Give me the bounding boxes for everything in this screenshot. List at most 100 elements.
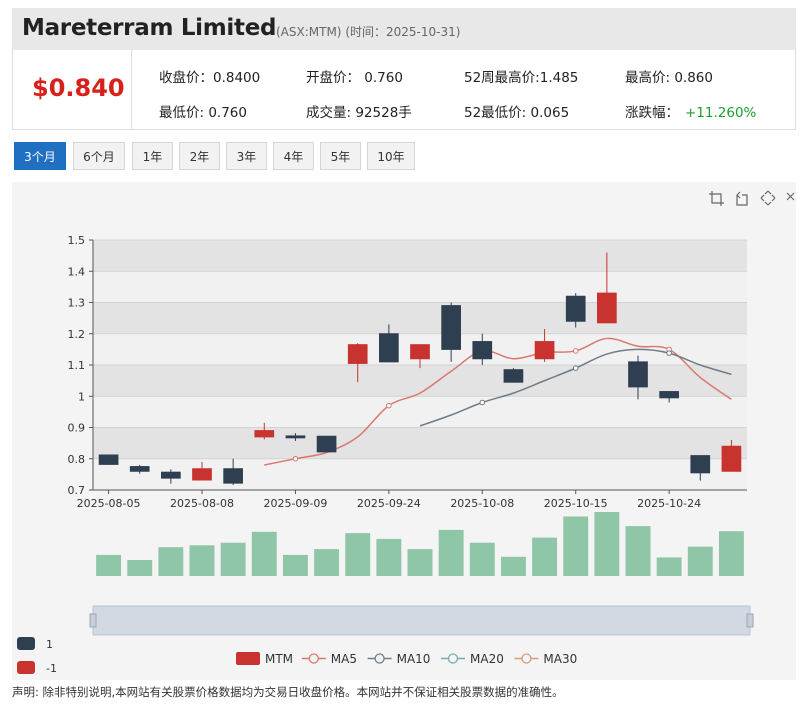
candle[interactable] [565, 293, 586, 328]
volume-bar[interactable] [407, 549, 433, 576]
candle[interactable] [161, 469, 181, 484]
x-tick-label: 2025-10-24 [637, 497, 701, 510]
volume-bar[interactable] [532, 537, 558, 576]
legend-swatch-marker [521, 653, 532, 664]
candle[interactable] [98, 454, 119, 465]
y-tick-label: 1.1 [68, 359, 86, 372]
legend-item-mtm[interactable]: MTM [236, 652, 293, 666]
candle-body [690, 455, 711, 474]
candle-body [161, 471, 181, 479]
volume-bar[interactable] [127, 560, 153, 576]
zoom-reset-icon[interactable] [736, 191, 748, 206]
volume-bar[interactable] [282, 554, 308, 576]
tab-3-months[interactable]: 3个月 [14, 142, 66, 170]
candle[interactable] [129, 465, 150, 474]
ma5-line [264, 337, 732, 466]
y-tick-label: 1.5 [68, 234, 86, 247]
candle-body [285, 435, 306, 439]
company-name: Mareterram Limited [22, 15, 277, 41]
candle-body [472, 341, 493, 360]
candle[interactable] [721, 440, 742, 472]
zoom-handle-left[interactable] [89, 613, 97, 628]
tab-5-years[interactable]: 5年 [320, 142, 361, 170]
legend-item-ma20[interactable]: MA20 [441, 652, 504, 666]
candle-body [628, 361, 648, 388]
volume-bar[interactable] [687, 546, 713, 576]
candle-body [379, 333, 399, 363]
candle[interactable] [628, 355, 648, 400]
y-tick-label: 0.9 [68, 422, 86, 435]
data-zoom-slider[interactable] [89, 605, 754, 636]
zoom-select-icon[interactable] [709, 191, 724, 206]
volume-bar[interactable] [656, 557, 682, 576]
volume-bar[interactable] [594, 512, 620, 576]
volume-bar[interactable] [438, 529, 464, 576]
legend-item-ma10[interactable]: MA10 [367, 652, 431, 666]
candle[interactable] [316, 435, 337, 453]
x-tick-label: 2025-09-24 [357, 497, 421, 510]
volume-bar[interactable] [500, 556, 526, 576]
volume-bar[interactable] [718, 531, 744, 576]
candle[interactable] [690, 455, 711, 481]
volume-bar[interactable] [158, 547, 184, 576]
candle[interactable] [379, 324, 399, 363]
tab-1-year[interactable]: 1年 [132, 142, 173, 170]
tab-6-months[interactable]: 6个月 [73, 142, 125, 170]
grid-band [93, 396, 747, 428]
visual-map-swatch[interactable] [17, 661, 35, 674]
volume-series [96, 512, 744, 576]
tab-3-years[interactable]: 3年 [226, 142, 267, 170]
high-price: 最高价: 0.860 [625, 70, 713, 86]
volume-bar[interactable] [251, 531, 277, 576]
volume-bar[interactable] [469, 542, 495, 576]
y-tick-label: 1.4 [68, 265, 86, 278]
zoom-handle-right[interactable] [746, 613, 754, 628]
candle[interactable] [254, 422, 275, 440]
tab-4-years[interactable]: 4年 [273, 142, 314, 170]
candle[interactable] [192, 461, 212, 481]
y-tick-label: 1 [78, 390, 85, 403]
volume-bar[interactable] [220, 542, 246, 576]
candle[interactable] [223, 458, 243, 485]
volume-bar[interactable] [376, 538, 402, 576]
volume-bar[interactable] [563, 516, 589, 576]
grid-band [93, 271, 747, 303]
volume-bar[interactable] [314, 549, 340, 576]
candle[interactable] [659, 391, 679, 403]
candle[interactable] [503, 368, 524, 383]
y-tick-label: 1.3 [68, 297, 86, 310]
x-axis: 2025-08-05 2025-08-08 2025-09-09 2025-09-24… [77, 490, 701, 510]
volume-bar[interactable] [189, 545, 215, 576]
volume-bar[interactable] [345, 533, 371, 576]
candle[interactable] [597, 252, 617, 324]
candle[interactable] [347, 343, 368, 383]
legend-label: MA30 [543, 652, 577, 666]
restore-icon[interactable] [760, 190, 776, 206]
volume-bar[interactable] [96, 554, 122, 576]
save-icon[interactable] [786, 192, 795, 201]
visual-map-swatch[interactable] [17, 637, 35, 650]
legend-item-ma5[interactable]: MA5 [301, 652, 357, 666]
candle[interactable] [441, 302, 461, 362]
volume-bar[interactable] [625, 526, 651, 576]
legend-label: MA20 [470, 652, 504, 666]
visual-map-label: 1 [46, 638, 53, 651]
visual-map-label: -1 [46, 662, 57, 675]
candle-body [316, 435, 337, 453]
candle[interactable] [410, 344, 430, 369]
current-price: $0.840 [32, 74, 125, 102]
y-tick-label: 0.7 [68, 484, 86, 497]
legend-swatch-marker [447, 653, 459, 664]
grid-band [93, 427, 747, 459]
quote-date: (时间：2025-10-31) [345, 25, 461, 39]
tab-2-years[interactable]: 2年 [179, 142, 220, 170]
legend-swatch-marker [308, 653, 319, 664]
tab-10-years[interactable]: 10年 [367, 142, 415, 170]
candle[interactable] [472, 333, 493, 365]
legend-item-ma30[interactable]: MA30 [514, 652, 577, 666]
grid-band [93, 365, 747, 397]
candle[interactable] [534, 329, 555, 362]
candle[interactable] [285, 433, 306, 441]
visual-map-legend: 1 -1 [17, 637, 57, 675]
close-price: 收盘价：0.8400 [159, 70, 261, 86]
